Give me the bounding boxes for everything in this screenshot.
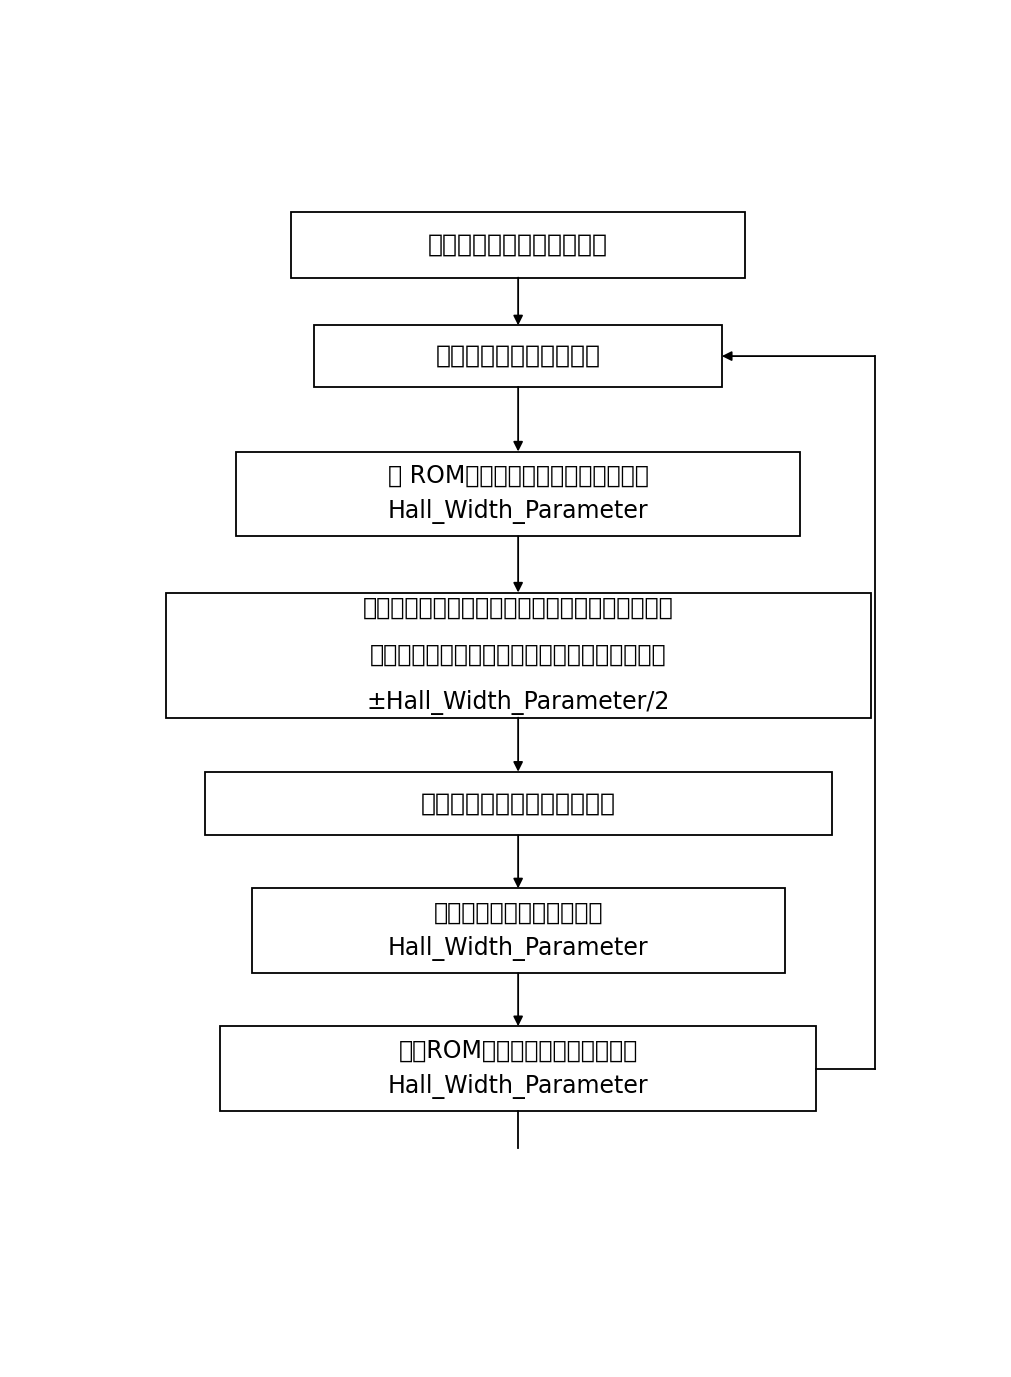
Text: ±Hall_Width_Parameter/2: ±Hall_Width_Parameter/2 [366, 690, 670, 715]
Bar [220, 1026, 816, 1111]
Text: 从 ROM中读取霍尔传感器信号宽度：: 从 ROM中读取霍尔传感器信号宽度： [387, 464, 649, 489]
Bar [291, 212, 745, 278]
Text: 扫描霍尔传感器信号宽度：: 扫描霍尔传感器信号宽度： [434, 901, 603, 925]
Text: Hall_Width_Parameter: Hall_Width_Parameter [388, 1074, 648, 1099]
Text: 更新ROM中霍尔传感器信号宽度：: 更新ROM中霍尔传感器信号宽度： [398, 1038, 638, 1063]
Bar [314, 325, 722, 387]
Bar [236, 452, 800, 537]
Text: 卫星加电、太阳翅系统加电: 卫星加电、太阳翅系统加电 [428, 233, 609, 256]
Text: Hall_Width_Parameter: Hall_Width_Parameter [388, 498, 648, 525]
Bar [166, 592, 870, 717]
Text: 卫星太阳翅在轨跟踪太阳转动: 卫星太阳翅在轨跟踪太阳转动 [421, 792, 616, 815]
Text: 设定霍尔传感器安装位置为太阳翅帆板零点位置；: 设定霍尔传感器安装位置为太阳翅帆板零点位置； [363, 595, 673, 620]
Text: 启动太阳翅帆板驱动机构: 启动太阳翅帆板驱动机构 [436, 344, 601, 368]
Text: 霍尔传感器触发时刻，标定太阳翅帆板的位置为: 霍尔传感器触发时刻，标定太阳翅帆板的位置为 [370, 643, 666, 666]
Text: Hall_Width_Parameter: Hall_Width_Parameter [388, 936, 648, 961]
Bar [252, 888, 785, 974]
Bar [204, 771, 831, 836]
